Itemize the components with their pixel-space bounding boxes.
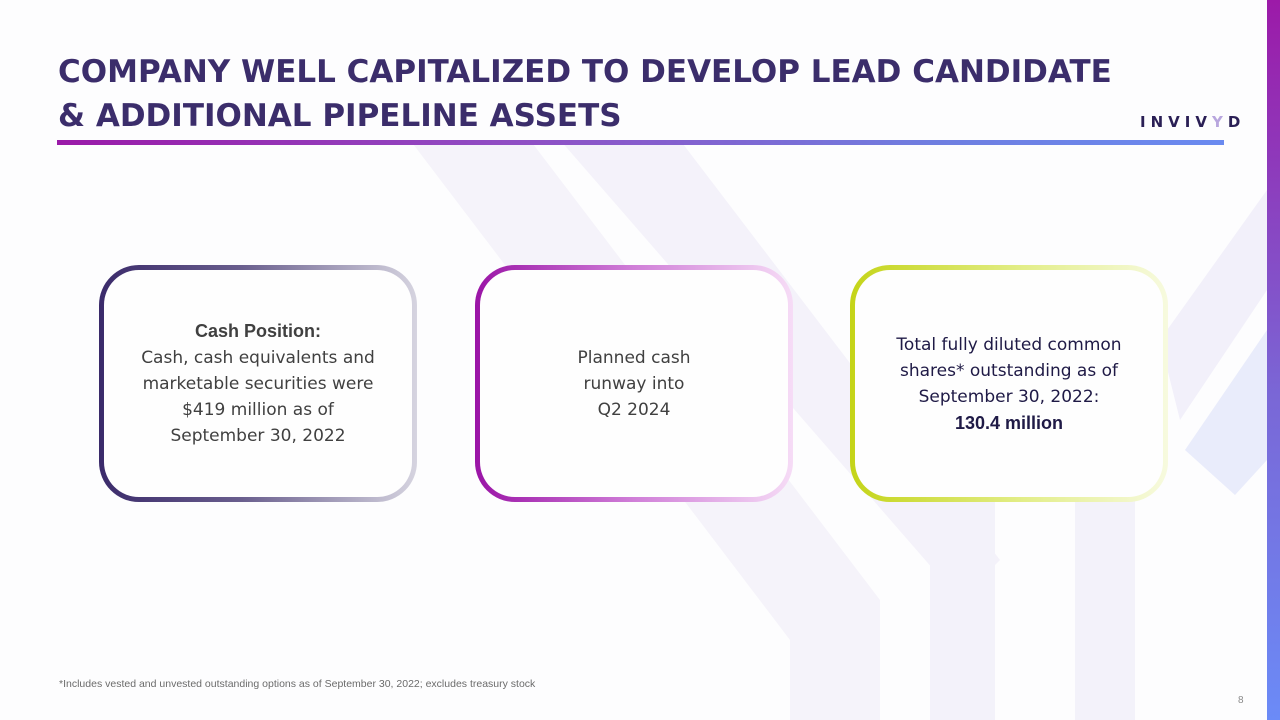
card-line: shares* outstanding as of <box>900 360 1118 381</box>
title-line-2: & ADDITIONAL PIPELINE ASSETS <box>58 98 622 134</box>
card-line: marketable securities were <box>142 374 374 394</box>
logo-text-suffix: D <box>1227 113 1246 131</box>
card-shares-outstanding-body: Total fully diluted common shares* outst… <box>855 270 1163 497</box>
logo-text-prefix: INVIV <box>1140 113 1212 131</box>
card-line: Cash, cash equivalents and <box>141 348 375 368</box>
card-line: $419 million as of <box>182 400 334 420</box>
card-cash-position-body: Cash Position: Cash, cash equivalents an… <box>104 270 412 497</box>
card-cash-runway-body: Planned cash runway into Q2 2024 <box>480 270 788 497</box>
card-line: Total fully diluted common <box>896 334 1122 355</box>
footnote: *Includes vested and unvested outstandin… <box>59 678 536 690</box>
invivyd-logo: INVIVYD <box>1140 113 1245 131</box>
card-line: Q2 2024 <box>597 399 671 420</box>
card-line: runway into <box>583 373 685 394</box>
title-line-1: COMPANY WELL CAPITALIZED TO DEVELOP LEAD… <box>58 54 1112 90</box>
card-cash-runway: Planned cash runway into Q2 2024 <box>475 265 793 502</box>
card-line: September 30, 2022 <box>170 426 346 446</box>
shares-outstanding-value: 130.4 million <box>954 412 1064 433</box>
card-cash-position: Cash Position: Cash, cash equivalents an… <box>99 265 417 502</box>
logo-y-icon: Y <box>1211 113 1228 131</box>
title-underline <box>57 140 1224 145</box>
right-accent-bar <box>1267 0 1280 720</box>
page-number: 8 <box>1238 695 1244 706</box>
card-shares-outstanding: Total fully diluted common shares* outst… <box>850 265 1168 502</box>
page-title: COMPANY WELL CAPITALIZED TO DEVELOP LEAD… <box>58 50 1112 138</box>
card-heading: Cash Position: <box>194 321 321 341</box>
card-line: Planned cash <box>577 347 691 368</box>
card-line: September 30, 2022: <box>918 386 1100 407</box>
